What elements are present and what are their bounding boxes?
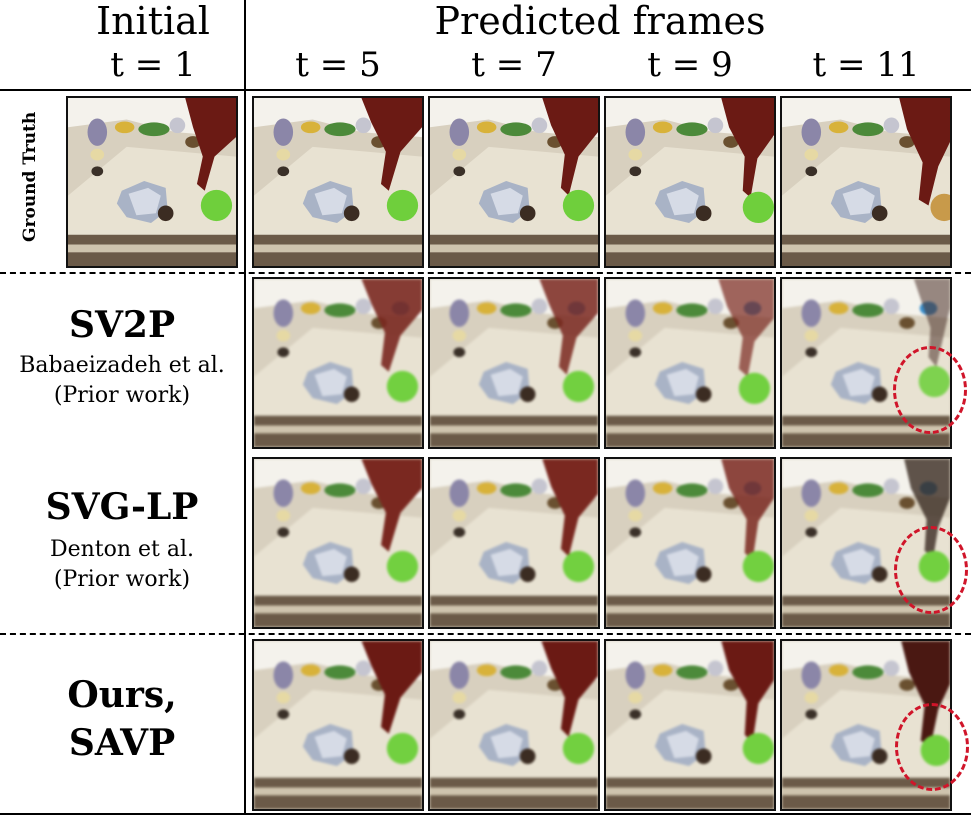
gt-frame-t7	[428, 96, 600, 268]
bottom-rule	[0, 813, 971, 815]
sv2p-frame-t5	[252, 277, 424, 449]
ours-frame-t5	[252, 639, 424, 811]
time-label-11: t = 11	[812, 45, 920, 85]
initial-header: Initial	[96, 0, 210, 43]
ours-name-line1: Ours,	[67, 674, 177, 716]
sv2p-frame-t9	[604, 277, 776, 449]
sv2p-name: SV2P	[68, 304, 176, 346]
initial-time-label: t = 1	[110, 45, 196, 85]
row-separator-2	[0, 633, 971, 635]
sv2p-author: Babaeizadeh et al.	[19, 353, 225, 378]
row-separator-1	[0, 272, 971, 274]
predicted-frames-header: Predicted frames	[434, 0, 766, 43]
time-label-9: t = 9	[647, 45, 733, 85]
svglp-author: Denton et al.	[49, 537, 195, 562]
svglp-name: SVG-LP	[45, 486, 199, 528]
svglp-frame-t5	[252, 457, 424, 629]
sv2p-note: (Prior work)	[53, 383, 191, 408]
header-divider	[0, 89, 971, 91]
ours-highlight-circle	[895, 703, 969, 791]
ground-truth-label: Ground Truth	[20, 111, 40, 242]
time-label-5: t = 5	[295, 45, 381, 85]
svglp-failure-circle	[894, 526, 968, 614]
sv2p-frame-t7	[428, 277, 600, 449]
svglp-note: (Prior work)	[53, 567, 191, 592]
time-label-7: t = 7	[471, 45, 557, 85]
gt-frame-t1	[66, 96, 238, 268]
ours-frame-t9	[604, 639, 776, 811]
column-divider	[244, 0, 246, 815]
gt-frame-t9	[604, 96, 776, 268]
ours-frame-t7	[428, 639, 600, 811]
svglp-frame-t7	[428, 457, 600, 629]
svglp-frame-t9	[604, 457, 776, 629]
gt-frame-t11	[780, 96, 952, 268]
gt-frame-t5	[252, 96, 424, 268]
sv2p-failure-circle	[893, 346, 967, 434]
ours-name-line2: SAVP	[68, 722, 176, 764]
